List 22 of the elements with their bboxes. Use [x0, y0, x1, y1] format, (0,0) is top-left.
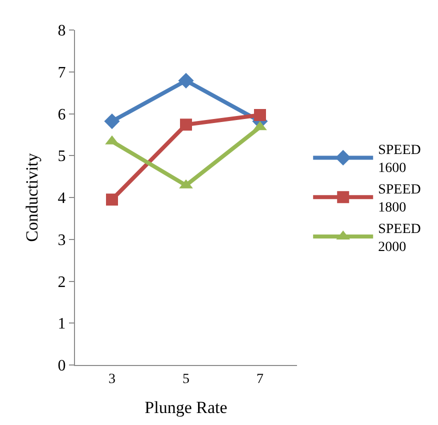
y-tick-label: 2: [58, 274, 66, 291]
y-tick-label: 4: [58, 190, 66, 208]
y-tick-label: 7: [58, 64, 66, 82]
point: [254, 109, 266, 122]
point: [178, 72, 194, 88]
x-tick-label: 7: [256, 372, 264, 387]
legend-label: SPEED 2000: [378, 222, 421, 256]
y-axis-title: Conductivity: [22, 152, 42, 242]
x-tick-label: 5: [182, 372, 190, 387]
legend-label: SPEED 1600: [378, 143, 421, 176]
point: [180, 118, 192, 131]
point: [104, 113, 120, 130]
legend-label: SPEED 1800: [378, 182, 421, 216]
x-axis-title: Plunge Rate: [144, 398, 228, 418]
y-tick-label: 0: [58, 358, 66, 375]
y-tick-label: 3: [58, 232, 66, 249]
y-tick-label: 8: [58, 22, 66, 40]
y-tick-label: 6: [58, 106, 66, 124]
y-tick-label: 5: [58, 148, 66, 166]
point: [106, 194, 118, 206]
x-tick-label: 3: [108, 372, 116, 387]
y-tick-label: 1: [58, 316, 66, 333]
